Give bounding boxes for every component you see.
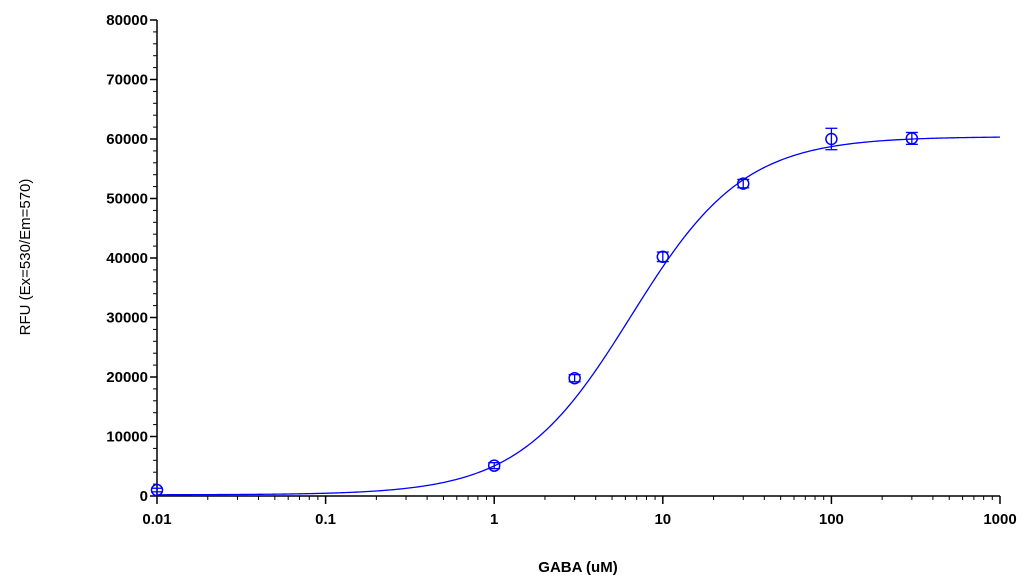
x-tick-label: 0.01 <box>142 511 171 528</box>
data-point <box>905 131 919 146</box>
y-axis: 0 10000 20000 30000 40000 50000 60000 70000 8000… <box>106 12 158 505</box>
data-point <box>825 127 838 151</box>
x-tick-label: 0.1 <box>315 511 336 528</box>
y-tick-label: 20000 <box>106 369 148 386</box>
data-point-marker <box>905 132 919 145</box>
data-points-layer <box>150 127 919 497</box>
data-point-marker <box>825 132 838 146</box>
data-point <box>487 459 501 472</box>
x-axis: 0.01 0.1 1 10 100 1000 <box>142 495 1017 528</box>
fit-curve-layer <box>157 136 1001 496</box>
x-tick-label: 1000 <box>983 511 1016 528</box>
fit-curve <box>157 136 1001 496</box>
data-point <box>736 177 750 190</box>
data-point <box>150 483 164 497</box>
data-point-marker <box>656 250 670 264</box>
y-tick-label: 40000 <box>106 250 148 267</box>
y-tick-label: 50000 <box>106 191 148 208</box>
y-tick-label: 0 <box>140 488 148 505</box>
data-point-marker <box>150 483 164 497</box>
y-tick-label: 60000 <box>106 131 148 148</box>
x-tick-label: 100 <box>819 511 844 528</box>
x-axis-title: GABA (uM) <box>538 559 617 576</box>
y-tick-label: 10000 <box>106 429 148 446</box>
x-tick-label: 10 <box>654 511 671 528</box>
y-tick-label: 70000 <box>106 72 148 89</box>
y-tick-label: 30000 <box>106 310 148 327</box>
data-point-marker <box>487 459 501 472</box>
y-axis-title: RFU (Ex=530/Em=570) <box>17 179 34 336</box>
data-point-marker <box>568 371 581 385</box>
data-point <box>656 250 670 264</box>
data-point-marker <box>736 177 750 190</box>
data-point <box>568 371 581 385</box>
x-tick-label: 1 <box>490 511 498 528</box>
y-tick-label: 80000 <box>106 12 148 29</box>
